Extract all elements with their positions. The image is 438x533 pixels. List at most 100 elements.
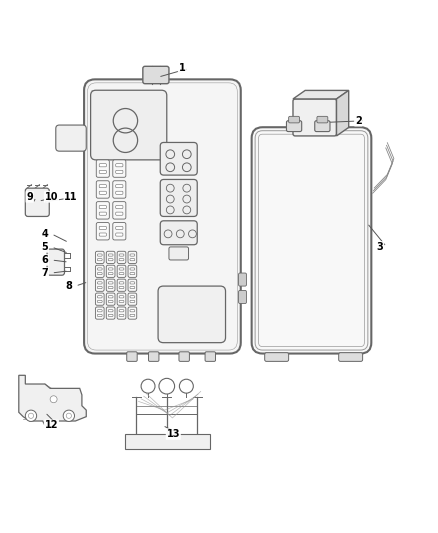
FancyBboxPatch shape [179, 352, 189, 361]
FancyBboxPatch shape [117, 279, 126, 292]
FancyBboxPatch shape [108, 268, 113, 270]
FancyBboxPatch shape [160, 221, 197, 245]
FancyBboxPatch shape [128, 265, 137, 277]
FancyBboxPatch shape [106, 251, 115, 263]
FancyBboxPatch shape [97, 286, 102, 289]
Polygon shape [19, 375, 86, 425]
Text: 3: 3 [377, 242, 383, 252]
FancyBboxPatch shape [289, 116, 300, 123]
FancyBboxPatch shape [119, 282, 124, 284]
FancyBboxPatch shape [148, 352, 159, 361]
FancyBboxPatch shape [130, 314, 135, 317]
FancyBboxPatch shape [113, 181, 126, 198]
FancyBboxPatch shape [239, 273, 247, 286]
FancyBboxPatch shape [96, 201, 110, 219]
FancyBboxPatch shape [116, 233, 123, 236]
FancyBboxPatch shape [99, 233, 106, 236]
Circle shape [63, 410, 74, 422]
FancyBboxPatch shape [99, 206, 106, 208]
FancyBboxPatch shape [108, 259, 113, 261]
FancyBboxPatch shape [339, 353, 363, 361]
FancyBboxPatch shape [205, 352, 215, 361]
Circle shape [50, 396, 57, 403]
FancyBboxPatch shape [108, 301, 113, 303]
FancyBboxPatch shape [315, 120, 330, 132]
FancyBboxPatch shape [97, 296, 102, 298]
FancyBboxPatch shape [143, 66, 169, 84]
FancyBboxPatch shape [119, 272, 124, 274]
FancyBboxPatch shape [286, 120, 302, 132]
FancyBboxPatch shape [108, 282, 113, 284]
Polygon shape [336, 91, 349, 136]
FancyBboxPatch shape [96, 181, 110, 198]
Text: 12: 12 [45, 421, 58, 430]
FancyBboxPatch shape [117, 265, 126, 277]
Text: 11: 11 [64, 192, 78, 202]
FancyBboxPatch shape [108, 296, 113, 298]
FancyBboxPatch shape [128, 251, 137, 263]
FancyBboxPatch shape [97, 259, 102, 261]
FancyBboxPatch shape [119, 268, 124, 270]
FancyBboxPatch shape [119, 286, 124, 289]
FancyBboxPatch shape [119, 296, 124, 298]
FancyBboxPatch shape [97, 268, 102, 270]
FancyBboxPatch shape [108, 310, 113, 312]
FancyBboxPatch shape [130, 296, 135, 298]
FancyBboxPatch shape [95, 293, 104, 305]
FancyBboxPatch shape [91, 90, 167, 160]
FancyBboxPatch shape [113, 160, 126, 177]
FancyBboxPatch shape [117, 293, 126, 305]
FancyBboxPatch shape [293, 99, 336, 136]
FancyBboxPatch shape [128, 293, 137, 305]
FancyBboxPatch shape [169, 247, 188, 260]
FancyBboxPatch shape [97, 310, 102, 312]
Text: 10: 10 [45, 192, 58, 202]
FancyBboxPatch shape [130, 259, 135, 261]
FancyBboxPatch shape [116, 164, 123, 167]
FancyBboxPatch shape [117, 307, 126, 319]
FancyBboxPatch shape [96, 160, 110, 177]
FancyBboxPatch shape [317, 116, 328, 123]
FancyBboxPatch shape [25, 188, 49, 216]
FancyBboxPatch shape [117, 251, 126, 263]
Text: 13: 13 [166, 429, 180, 439]
FancyBboxPatch shape [47, 249, 64, 275]
FancyBboxPatch shape [130, 286, 135, 289]
FancyBboxPatch shape [95, 251, 104, 263]
FancyBboxPatch shape [99, 164, 106, 167]
FancyBboxPatch shape [116, 227, 123, 230]
FancyBboxPatch shape [116, 191, 123, 195]
FancyBboxPatch shape [128, 279, 137, 292]
FancyBboxPatch shape [97, 282, 102, 284]
Polygon shape [293, 91, 349, 99]
Text: 6: 6 [42, 255, 48, 265]
FancyBboxPatch shape [97, 254, 102, 256]
Text: 7: 7 [42, 268, 48, 278]
FancyBboxPatch shape [119, 314, 124, 317]
FancyBboxPatch shape [130, 301, 135, 303]
FancyBboxPatch shape [106, 265, 115, 277]
FancyBboxPatch shape [119, 259, 124, 261]
FancyBboxPatch shape [97, 314, 102, 317]
FancyBboxPatch shape [265, 353, 289, 361]
FancyBboxPatch shape [84, 79, 241, 353]
FancyBboxPatch shape [127, 352, 137, 361]
FancyBboxPatch shape [113, 223, 126, 240]
FancyBboxPatch shape [106, 307, 115, 319]
FancyBboxPatch shape [108, 314, 113, 317]
FancyBboxPatch shape [99, 212, 106, 215]
FancyBboxPatch shape [97, 301, 102, 303]
FancyBboxPatch shape [239, 290, 247, 303]
FancyBboxPatch shape [130, 254, 135, 256]
FancyBboxPatch shape [119, 254, 124, 256]
FancyBboxPatch shape [106, 279, 115, 292]
FancyBboxPatch shape [252, 127, 371, 353]
FancyBboxPatch shape [160, 180, 197, 216]
FancyBboxPatch shape [97, 272, 102, 274]
FancyBboxPatch shape [108, 254, 113, 256]
FancyBboxPatch shape [108, 286, 113, 289]
FancyBboxPatch shape [95, 265, 104, 277]
FancyBboxPatch shape [116, 212, 123, 215]
FancyBboxPatch shape [99, 184, 106, 188]
FancyBboxPatch shape [56, 125, 86, 151]
